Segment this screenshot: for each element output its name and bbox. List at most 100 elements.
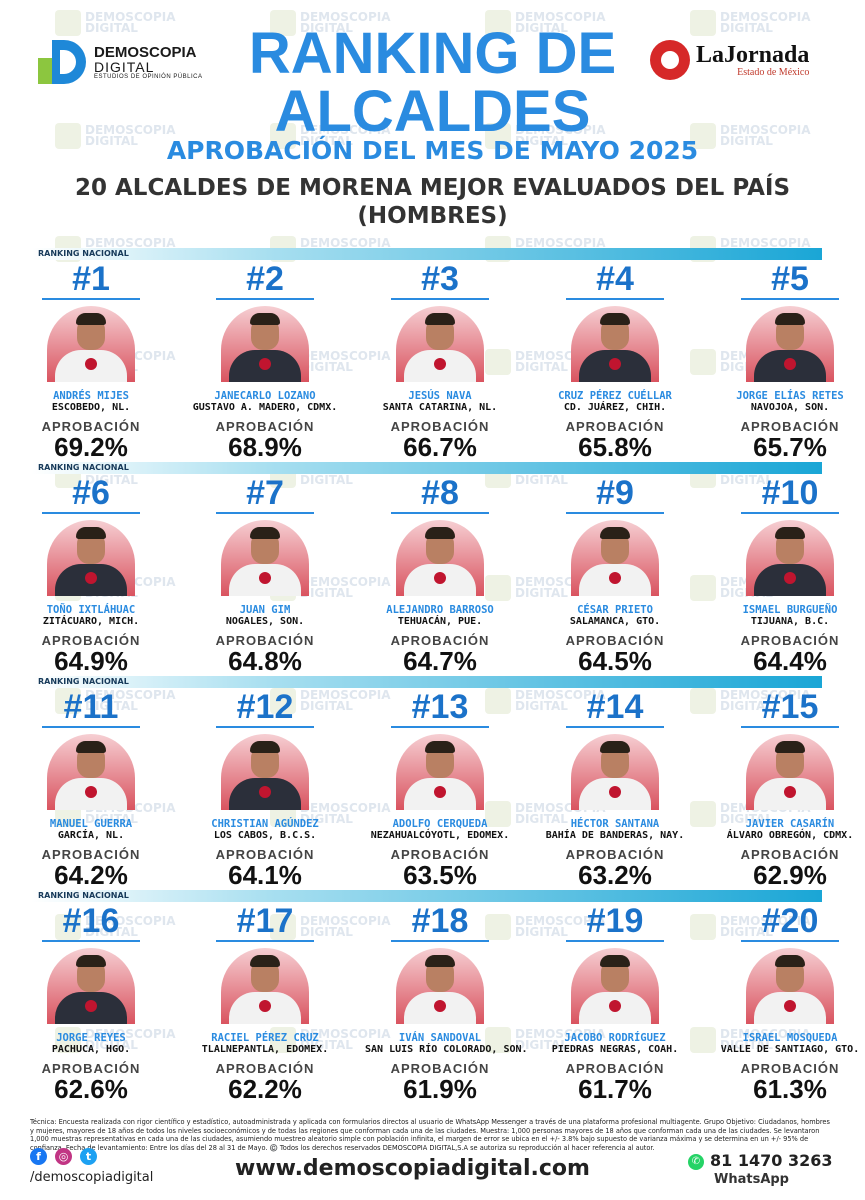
mayor-photo — [571, 520, 659, 596]
rank-number: #16 — [62, 902, 120, 940]
mayor-municipality: TIJUANA, B.C. — [750, 616, 830, 627]
rank-number: #2 — [246, 260, 284, 298]
rank-number: #18 — [411, 902, 469, 940]
rank-underline — [42, 298, 140, 300]
rank-number: #20 — [761, 902, 819, 940]
whatsapp-icon: ✆ — [688, 1153, 704, 1170]
mayor-municipality: SALAMANCA, GTO. — [569, 616, 661, 627]
mayor-card: #7 JUAN GIM NOGALES, SON. APROBACIÓN 64.8% — [190, 474, 340, 674]
rank-underline — [216, 726, 314, 728]
rank-number: #8 — [421, 474, 459, 512]
mayor-name: JORGE REYES — [56, 1032, 126, 1044]
mayor-name: CÉSAR PRIETO — [577, 604, 653, 616]
sun-icon — [650, 40, 690, 80]
rank-underline — [741, 298, 839, 300]
rank-underline — [566, 512, 664, 514]
approval-value: 61.9% — [403, 1074, 477, 1104]
party-badge-icon — [259, 572, 271, 584]
mayor-card: #16 JORGE REYES PACHUCA, HGO. APROBACIÓN 62.… — [16, 902, 166, 1104]
party-badge-icon — [434, 572, 446, 584]
party-badge-icon — [434, 786, 446, 798]
mayor-card: #3 JESÚS NAVA SANTA CATARINA, NL. APROBACIÓ… — [365, 262, 515, 462]
approval-value: 65.7% — [753, 432, 827, 462]
rank-number: #5 — [771, 260, 809, 298]
mayor-name: JACOBO RODRÍGUEZ — [564, 1032, 666, 1044]
phone-number[interactable]: ✆ 81 1470 3263 — [688, 1151, 832, 1170]
rank-underline — [566, 726, 664, 728]
mayor-card: #19 JACOBO RODRÍGUEZ PIEDRAS NEGRAS, COAH.… — [540, 904, 690, 1104]
approval-label: APROBACIÓN — [565, 1061, 665, 1076]
mayor-name: HÉCTOR SANTANA — [570, 818, 660, 830]
title-line1: RANKING DE — [248, 21, 617, 86]
mayor-photo — [47, 734, 135, 810]
social-handle[interactable]: /demoscopiadigital — [30, 1170, 154, 1185]
mayor-photo — [571, 306, 659, 382]
mayor-name: ADOLFO CERQUEDA — [392, 818, 488, 830]
website-link[interactable]: www.demoscopiadigital.com — [235, 1156, 590, 1181]
rank-underline — [216, 298, 314, 300]
approval-label: APROBACIÓN — [215, 419, 315, 434]
mayor-municipality: VALLE DE SANTIAGO, GTO. — [720, 1044, 860, 1055]
rank-underline — [216, 512, 314, 514]
mayor-photo — [396, 734, 484, 810]
rank-number: #11 — [63, 688, 119, 726]
approval-label: APROBACIÓN — [740, 633, 840, 648]
mayor-name: JORGE ELÍAS RETES — [736, 390, 844, 402]
approval-value: 62.9% — [753, 860, 827, 890]
rank-underline — [216, 940, 314, 942]
instagram-icon[interactable]: ◎ — [55, 1148, 72, 1165]
rank-underline — [566, 298, 664, 300]
mayor-municipality: CD. JUÁREZ, CHIH. — [563, 402, 667, 413]
mayor-card: #5 JORGE ELÍAS RETES NAVOJOA, SON. APROBACI… — [715, 260, 865, 462]
mayor-card: #18 IVÁN SANDOVAL SAN LUIS RÍO COLORADO, S… — [365, 902, 528, 1104]
rank-underline — [741, 512, 839, 514]
rank-number: #7 — [246, 474, 284, 512]
approval-label: APROBACIÓN — [390, 847, 490, 862]
mayor-name: CHRISTIAN AGÚNDEZ — [211, 818, 319, 830]
party-badge-icon — [784, 572, 796, 584]
facebook-icon[interactable]: f — [30, 1148, 47, 1165]
approval-label: APROBACIÓN — [215, 633, 315, 648]
approval-value: 62.6% — [54, 1074, 128, 1104]
approval-label: APROBACIÓN — [390, 633, 490, 648]
approval-value: 65.8% — [578, 432, 652, 462]
phone-text: 81 1470 3263 — [710, 1151, 833, 1170]
twitter-icon[interactable]: t — [80, 1148, 97, 1165]
mayor-name: ISRAEL MOSQUEDA — [742, 1032, 838, 1044]
approval-value: 66.7% — [403, 432, 477, 462]
page-heading: 20 ALCALDES DE MORENA MEJOR EVALUADOS DE… — [40, 174, 825, 230]
approval-value: 64.1% — [228, 860, 302, 890]
approval-label: APROBACIÓN — [390, 419, 490, 434]
lajornada-sub: Estado de México — [737, 66, 810, 78]
band-label: RANKING NACIONAL — [38, 249, 129, 258]
rank-underline — [741, 940, 839, 942]
mayor-name: CRUZ PÉREZ CUÉLLAR — [558, 390, 672, 402]
approval-value: 64.4% — [753, 646, 827, 676]
logo-line2: DIGITAL — [94, 58, 155, 75]
mayor-card: #13 ADOLFO CERQUEDA NEZAHUALCÓYOTL, EDOMEX… — [365, 690, 515, 888]
rank-number: #1 — [72, 260, 110, 298]
approval-value: 61.7% — [578, 1074, 652, 1104]
approval-value: 69.2% — [54, 432, 128, 462]
mayor-name: MANUEL GUERRA — [49, 818, 133, 830]
approval-value: 64.7% — [403, 646, 477, 676]
ranking-section: RANKING NACIONAL #1 ANDRÉS MIJES ESCOBEDO, … — [32, 248, 844, 462]
mayor-photo — [571, 734, 659, 810]
rank-underline — [741, 726, 839, 728]
title-line2: ALCALDES — [274, 79, 591, 144]
logo-line3: ESTUDIOS DE OPINIÓN PÚBLICA — [94, 73, 203, 80]
ranking-section: RANKING NACIONAL #16 JORGE REYES PACHUCA, H… — [32, 890, 859, 1104]
rank-number: #17 — [236, 902, 294, 940]
approval-value: 61.3% — [753, 1074, 827, 1104]
ranking-band: RANKING NACIONAL — [32, 890, 822, 902]
